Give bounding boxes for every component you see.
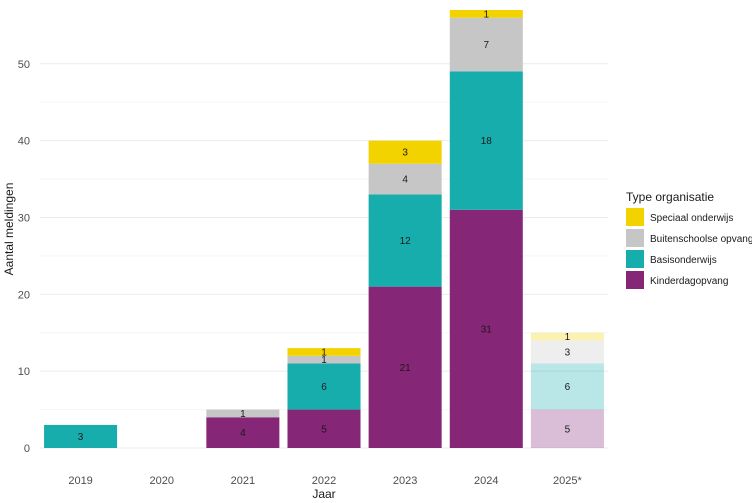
y-tick-label: 10 <box>18 366 30 378</box>
y-axis-title: Aantal meldingen <box>2 183 16 276</box>
y-tick-label: 50 <box>18 59 30 71</box>
legend-label: Basisonderwijs <box>650 255 717 266</box>
y-tick-label: 0 <box>24 443 30 455</box>
x-axis: 2019 2020 2021 2022 2023 2024 2025* <box>68 475 582 487</box>
bar-segment <box>368 163 442 195</box>
bar-segment <box>530 409 604 448</box>
bar-segment <box>287 355 361 364</box>
bar-value-label: 1 <box>240 409 246 420</box>
bar-value-label: 7 <box>484 40 490 51</box>
bar-value-label: 3 <box>565 347 571 358</box>
bar-segment <box>449 71 523 210</box>
bar-value-label: 6 <box>321 382 327 393</box>
x-tick-label: 2019 <box>68 475 92 487</box>
bar-segment <box>449 17 523 72</box>
legend-label: Buitenschoolse opvang <box>650 234 752 245</box>
bar-value-label: 12 <box>400 236 412 247</box>
legend-swatch <box>626 250 644 268</box>
x-tick-label: 2021 <box>231 475 255 487</box>
bar-value-label: 18 <box>481 136 493 147</box>
y-axis: 0 10 20 30 40 50 <box>18 59 30 455</box>
bar-segment <box>449 209 523 448</box>
y-tick-label: 40 <box>18 136 30 148</box>
bar-value-label: 3 <box>402 148 408 159</box>
bar-segment <box>368 286 442 448</box>
x-tick-label: 2022 <box>312 475 336 487</box>
bar-segment <box>530 340 604 364</box>
bar-value-label: 31 <box>481 324 493 335</box>
bar-segment <box>206 417 280 448</box>
bar-value-label: 5 <box>565 424 571 435</box>
bar-segment <box>206 409 280 418</box>
bar-value-label: 21 <box>400 363 412 374</box>
legend-swatch <box>626 271 644 289</box>
bar-segment <box>287 409 361 448</box>
bar-value-label: 4 <box>240 428 246 439</box>
bar-value-label: 1 <box>484 9 490 20</box>
legend-swatch <box>626 208 644 226</box>
bar-value-label: 6 <box>565 382 571 393</box>
bar-value-label: 3 <box>78 432 84 443</box>
x-tick-label: 2023 <box>393 475 417 487</box>
bar-value-label: 1 <box>565 332 571 343</box>
y-tick-label: 20 <box>18 289 30 301</box>
bar-segment <box>449 10 523 18</box>
legend: Type organisatie Speciaal onderwijs Buite… <box>626 190 752 289</box>
bars <box>44 10 604 448</box>
x-tick-label: 2025* <box>553 475 582 487</box>
bar-segment <box>530 332 604 341</box>
bar-segment <box>368 194 442 287</box>
bar-value-label: 5 <box>321 424 327 435</box>
bar-segment <box>530 363 604 410</box>
x-tick-label: 2024 <box>474 475 498 487</box>
legend-label: Kinderdagopvang <box>650 276 728 287</box>
x-tick-label: 2020 <box>149 475 173 487</box>
bar-value-label: 4 <box>402 175 408 186</box>
bar-value-label: 1 <box>321 355 327 366</box>
bar-value-label: 1 <box>321 347 327 358</box>
y-tick-label: 30 <box>18 212 30 224</box>
legend-swatch <box>626 229 644 247</box>
bar-segment <box>368 140 442 164</box>
bar-segment <box>287 348 361 356</box>
legend-label: Speciaal onderwijs <box>650 213 733 224</box>
legend-title: Type organisatie <box>626 190 714 204</box>
x-axis-title: Jaar <box>312 487 335 501</box>
bar-segment <box>287 363 361 410</box>
bar-segment <box>44 424 118 448</box>
